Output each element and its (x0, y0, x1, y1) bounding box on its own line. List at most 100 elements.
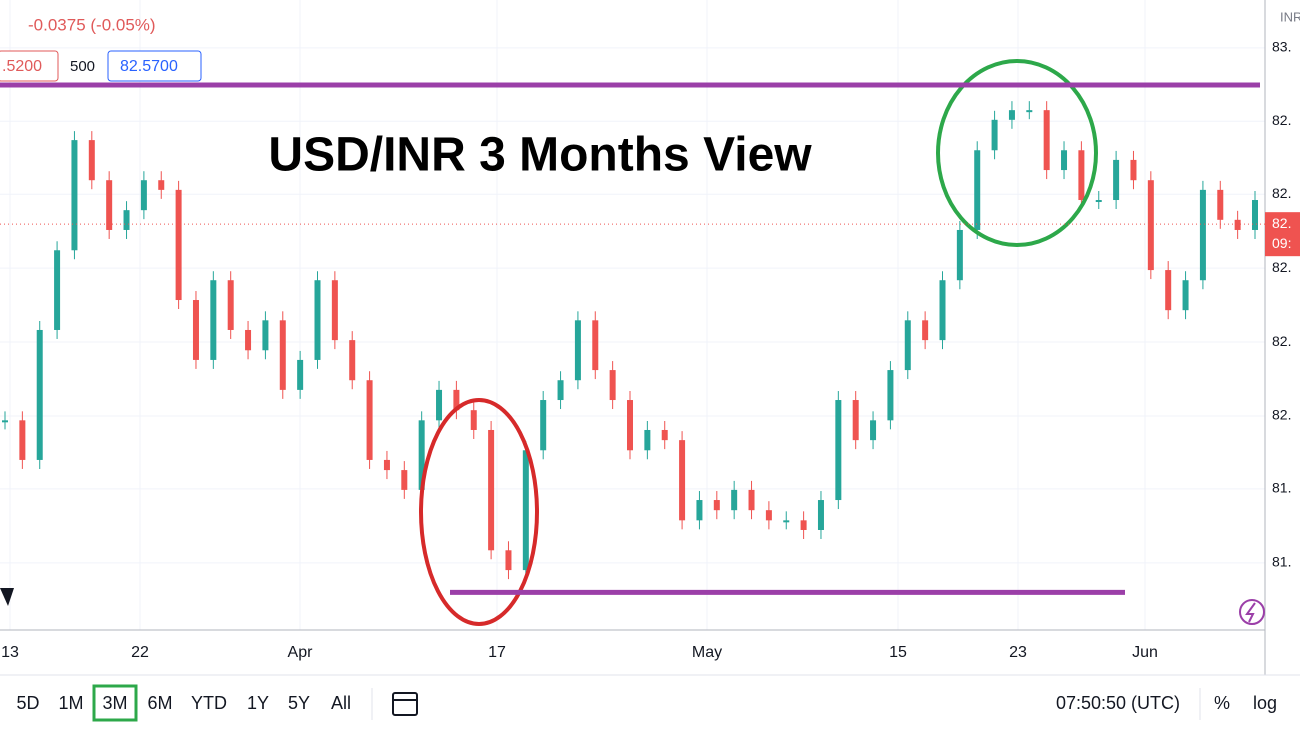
candle-body (800, 520, 807, 530)
red-circle (419, 398, 539, 626)
candle-body (210, 280, 217, 360)
candle-body (71, 140, 78, 251)
candle-body (522, 450, 529, 571)
candle-body (106, 180, 113, 230)
candle-body (158, 180, 165, 190)
candle-body (140, 180, 147, 211)
y-tick-label: 83. (1272, 39, 1291, 55)
candle-body (1113, 159, 1120, 201)
candle-body (939, 280, 946, 341)
candle-body (331, 280, 338, 341)
candle-body (1147, 180, 1154, 271)
candle-body (488, 429, 495, 551)
candle-body (314, 280, 321, 360)
period-button[interactable]: All (331, 693, 351, 713)
candle-body (627, 400, 633, 451)
x-tick-label: 22 (131, 644, 149, 661)
candle-body (904, 320, 911, 371)
candle-body (453, 389, 460, 411)
high-box (107, 50, 202, 82)
candle-body (870, 420, 877, 441)
clock: 07:50:50 (UTC) (1056, 693, 1180, 713)
candle-body (88, 140, 95, 181)
y-tick-label: 82. (1272, 259, 1291, 275)
candle-body (418, 420, 425, 490)
candle-body (383, 459, 390, 471)
candle-body (1043, 110, 1050, 171)
period-button[interactable]: 5D (16, 693, 39, 713)
calendar-icon[interactable] (392, 692, 418, 716)
candle-body (1095, 200, 1102, 203)
last-price-label: 09: (1272, 235, 1291, 251)
candle-body (852, 400, 859, 441)
x-tick-label: 17 (488, 644, 506, 661)
x-tick-label: 15 (889, 644, 907, 661)
symbol: INR (1280, 9, 1300, 24)
candle-body (609, 370, 616, 401)
candle-body (835, 400, 842, 501)
y-tick-label: 82. (1272, 112, 1291, 128)
active-period-box (92, 684, 138, 722)
candle-body (297, 359, 304, 390)
candle-body (679, 440, 686, 521)
last-price-label: 82. (1272, 215, 1291, 231)
candle-body (54, 250, 61, 330)
candle-body (1217, 189, 1224, 220)
y-tick-label: 82. (1272, 333, 1291, 349)
candle-body (574, 320, 581, 381)
candle-body (661, 429, 668, 441)
candle-body (1252, 200, 1258, 230)
period-button[interactable]: 1M (58, 693, 83, 713)
candle-body (765, 510, 772, 521)
candle-body (1008, 110, 1015, 120)
high-box-text: 82.5700 (120, 58, 178, 75)
candle-body (1026, 110, 1033, 113)
x-tick-label: 13 (1, 644, 19, 661)
candle-body (592, 320, 599, 371)
candle-body (436, 389, 443, 421)
candle-body (991, 119, 998, 151)
candle-body (349, 340, 356, 381)
percent-button[interactable]: % (1214, 693, 1230, 713)
candle-body (783, 520, 790, 523)
candle-body (1182, 280, 1189, 311)
flash-bolt (1245, 602, 1256, 623)
log-button[interactable]: log (1253, 693, 1277, 713)
period-button[interactable]: 1Y (247, 693, 269, 713)
candle-body (470, 410, 477, 430)
candle-body (36, 329, 43, 460)
green-circle (936, 59, 1098, 247)
candle-body (748, 489, 755, 511)
period-button[interactable]: 6M (147, 693, 172, 713)
mid-box-text: 500 (70, 58, 95, 75)
candle-body (1165, 270, 1172, 311)
x-tick-label: 23 (1009, 644, 1027, 661)
x-tick-label: May (692, 644, 722, 661)
candle-body (887, 370, 894, 421)
y-tick-label: 82. (1272, 407, 1291, 423)
last-price-tag (1265, 212, 1300, 257)
low-box (0, 50, 59, 82)
candle-body (731, 489, 738, 511)
candle-body (557, 380, 564, 401)
candle-body (956, 229, 963, 281)
candle-body (713, 500, 720, 511)
candle-body (922, 320, 929, 341)
candle-body (1078, 150, 1085, 201)
period-button[interactable]: YTD (191, 693, 227, 713)
title: USD/INR 3 Months View (268, 129, 812, 182)
period-button[interactable]: 5Y (288, 693, 310, 713)
candle-body (540, 400, 547, 451)
tv-logo (0, 588, 14, 606)
y-tick-label: 82. (1272, 185, 1291, 201)
candle-body (505, 550, 512, 571)
candle-body (974, 150, 981, 230)
candle-body (2, 420, 8, 423)
candle-body (817, 500, 824, 530)
candle-body (696, 500, 703, 521)
candle-body (1061, 150, 1068, 171)
period-button[interactable]: 3M (102, 693, 127, 713)
low-box-text: .5200 (2, 58, 42, 75)
